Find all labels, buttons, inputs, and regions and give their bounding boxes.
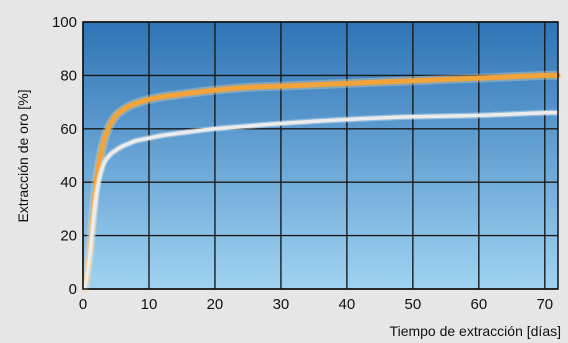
x-axis-label: Tiempo de extracción [días] [390, 323, 561, 339]
x-tick-label: 60 [470, 296, 487, 313]
series-line-path [83, 110, 560, 291]
y-tick-label: 80 [60, 67, 77, 84]
series-line [80, 70, 563, 294]
x-tick-labels: 0 10 20 30 40 50 60 70 [79, 296, 553, 313]
x-tick-label: 20 [207, 296, 224, 313]
x-tick-label: 50 [405, 296, 422, 313]
y-tick-label: 100 [52, 14, 77, 31]
x-tick-label: 30 [273, 296, 290, 313]
y-tick-label: 20 [60, 228, 77, 245]
y-tick-labels: 0 20 40 60 80 100 [52, 14, 77, 298]
y-axis-label: Extracción de oro [%] [15, 89, 31, 222]
x-tick-label: 40 [339, 296, 356, 313]
y-tick-label: 40 [60, 174, 77, 191]
x-tick-label: 70 [536, 296, 553, 313]
series-lines [80, 70, 563, 294]
x-tick-label: 0 [79, 296, 87, 313]
y-tick-label: 0 [69, 281, 77, 298]
y-tick-label: 60 [60, 121, 77, 138]
x-tick-label: 10 [141, 296, 158, 313]
series-line-path [82, 72, 561, 292]
plot-border [82, 21, 559, 290]
series-line [82, 109, 561, 292]
plot-area [83, 22, 558, 289]
